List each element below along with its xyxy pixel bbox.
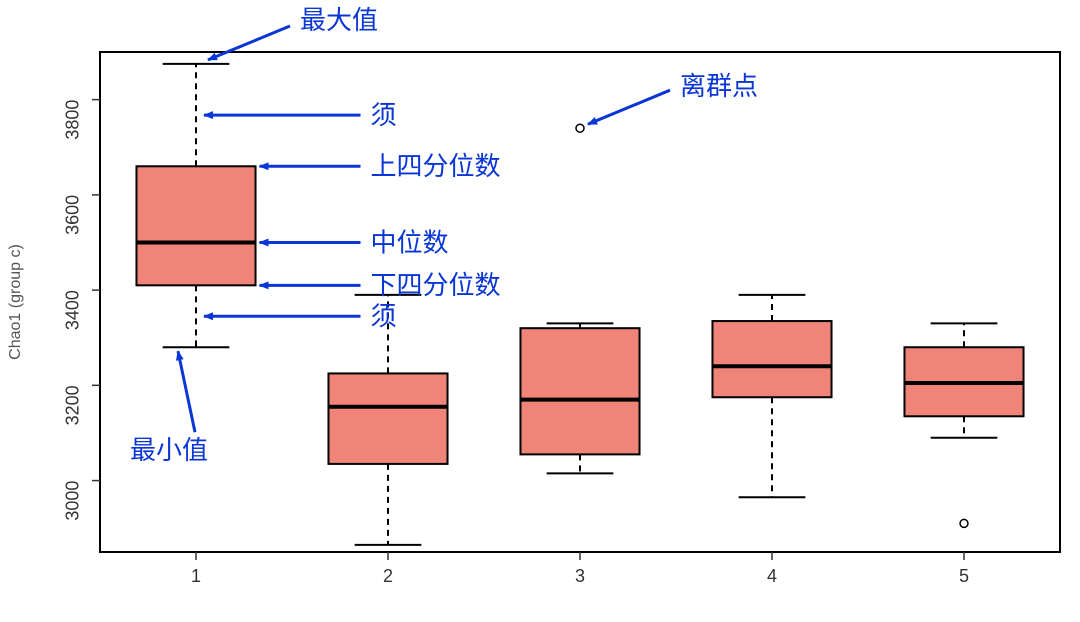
- annotation-median-label: 中位数: [371, 227, 449, 257]
- x-tick-label: 4: [767, 566, 777, 586]
- x-tick-label: 2: [383, 566, 393, 586]
- box: [328, 373, 447, 463]
- annotation-outlier-label: 离群点: [680, 71, 758, 101]
- x-tick-label: 3: [575, 566, 585, 586]
- y-tick-label: 3800: [63, 100, 83, 140]
- annotation-q1-label: 下四分位数: [371, 270, 501, 300]
- y-tick-label: 3000: [63, 481, 83, 521]
- annotation-q3-label: 上四分位数: [371, 151, 501, 181]
- box: [712, 321, 831, 397]
- chart-stage: 3000 3200 3400 3600 3800 Chao1 (group c) 1 2 3 4 5…: [0, 0, 1080, 622]
- annotation-min-label: 最小值: [130, 435, 208, 465]
- y-tick-label: 3600: [63, 195, 83, 235]
- box: [520, 328, 639, 454]
- plot-area: [100, 52, 1060, 552]
- annotation-whisker-lower-label: 须: [371, 301, 397, 331]
- x-tick-label: 1: [191, 566, 201, 586]
- y-axis-label: Chao1 (group c): [7, 244, 24, 360]
- y-tick-label: 3400: [63, 290, 83, 330]
- annotation-max-label: 最大值: [300, 5, 378, 35]
- x-tick-label: 5: [959, 566, 969, 586]
- annotation-whisker-upper-label: 须: [371, 100, 397, 130]
- box: [136, 166, 255, 285]
- boxplot-svg: 3000 3200 3400 3600 3800 Chao1 (group c) 1 2 3 4 5…: [0, 0, 1080, 622]
- y-tick-label: 3200: [63, 385, 83, 425]
